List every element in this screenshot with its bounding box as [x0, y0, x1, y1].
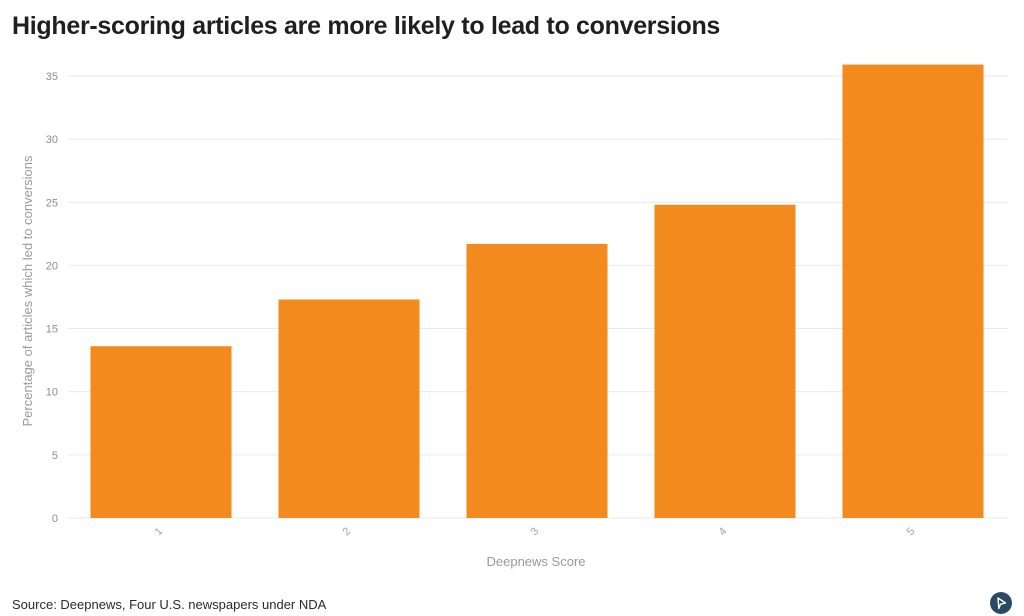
- y-tick-label: 10: [46, 387, 58, 399]
- y-tick-label: 25: [46, 197, 58, 209]
- bar-score-2[interactable]: [278, 299, 420, 518]
- bar-score-5[interactable]: [842, 64, 984, 518]
- x-axis: 1 2 3 4 5: [152, 525, 917, 538]
- bar-score-4[interactable]: [654, 204, 796, 518]
- y-tick-label: 5: [52, 450, 58, 462]
- y-tick-label: 0: [52, 513, 58, 525]
- y-axis-label: Percentage of articles which led to conv…: [20, 155, 35, 426]
- bar-score-3[interactable]: [466, 243, 608, 518]
- y-tick-label: 30: [46, 134, 58, 146]
- flourish-logo-icon[interactable]: [990, 592, 1012, 614]
- y-tick-label: 15: [46, 324, 58, 336]
- x-tick-label: 5: [904, 525, 917, 538]
- source-note: Source: Deepnews, Four U.S. newspapers u…: [12, 597, 327, 612]
- x-axis-label: Deepnews Score: [487, 554, 586, 569]
- x-tick-label: 4: [716, 525, 729, 538]
- bar-score-1[interactable]: [90, 346, 232, 518]
- x-tick-label: 3: [528, 525, 541, 538]
- bars: [90, 64, 984, 518]
- y-tick-label: 35: [46, 71, 58, 83]
- x-tick-label: 1: [152, 525, 165, 538]
- bar-chart: 0 5 10 15 20 25 30 35 1 2 3 4 5 Percentage of artic…: [20, 64, 1008, 569]
- y-axis: 0 5 10 15 20 25 30 35: [46, 71, 58, 525]
- chart-title: Higher-scoring articles are more likely …: [12, 12, 721, 40]
- x-tick-label: 2: [340, 525, 353, 538]
- y-tick-label: 20: [46, 260, 58, 272]
